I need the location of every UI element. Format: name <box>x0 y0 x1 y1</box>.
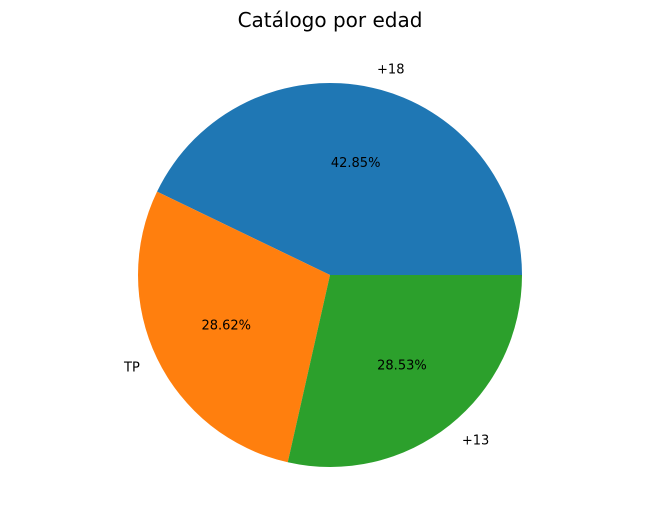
pie-labels: +18 42.85% TP 28.62% +13 28.53% <box>123 63 489 449</box>
slice-percentage-label-3: 28.53% <box>377 358 427 373</box>
pie-slice-1 <box>157 83 523 276</box>
slice-percentage-label-2: 28.62% <box>201 319 251 334</box>
chart-title: Catálogo por edad <box>238 8 423 32</box>
slice-category-label-1: +18 <box>377 63 404 78</box>
pie-slice-3 <box>287 275 522 468</box>
pie-slice-2 <box>137 191 330 463</box>
pie-slices <box>137 83 523 468</box>
slice-category-label-3: +13 <box>462 433 489 448</box>
slice-category-label-2: TP <box>123 360 140 375</box>
slice-percentage-label-1: 42.85% <box>331 156 381 171</box>
